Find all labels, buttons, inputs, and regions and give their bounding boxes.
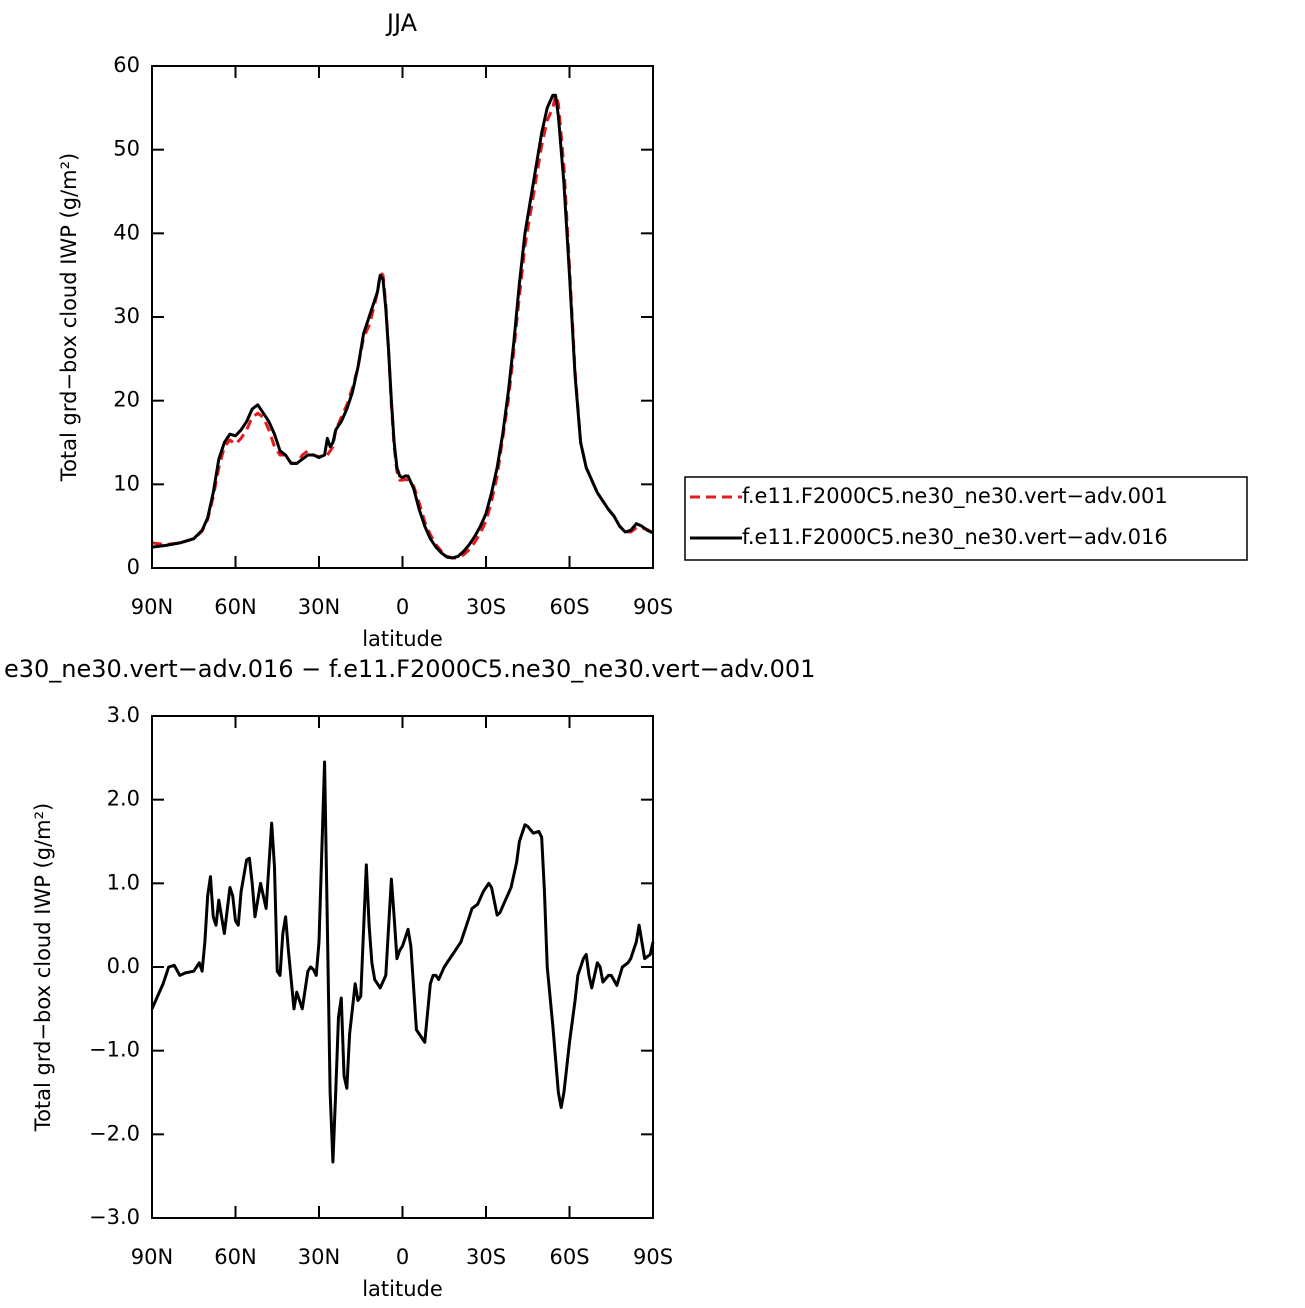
y-tick-label: 50 [113, 137, 140, 161]
x-tick-label: 30N [298, 1245, 340, 1269]
x-axis-label: latitude [362, 627, 443, 651]
y-tick-label: 2.0 [107, 787, 140, 811]
x-tick-label: 90S [633, 595, 673, 619]
data-line [151, 93, 654, 560]
chart-title: JJA [385, 9, 418, 37]
y-tick-label: 0 [127, 555, 140, 579]
x-tick-label: 60S [549, 595, 589, 619]
x-tick-label: 0 [396, 595, 409, 619]
y-tick-label: 20 [113, 388, 140, 412]
y-tick-label: 0.0 [107, 954, 140, 978]
legend-box [684, 476, 1248, 561]
y-tick-label: 30 [113, 304, 140, 328]
x-tick-label: 60S [549, 1245, 589, 1269]
y-tick-label: −1.0 [89, 1038, 140, 1062]
x-tick-label: 30S [466, 1245, 506, 1269]
chart-title: e30_ne30.vert−adv.016 − f.e11.F2000C5.ne… [4, 655, 815, 683]
x-tick-label: 30N [298, 595, 340, 619]
y-tick-label: −3.0 [89, 1205, 140, 1229]
x-tick-label: 90N [131, 595, 173, 619]
data-line [150, 760, 655, 1164]
x-tick-label: 0 [396, 1245, 409, 1269]
legend-label: f.e11.F2000C5.ne30_ne30.vert−adv.016 [742, 525, 1168, 550]
y-tick-label: 10 [113, 471, 140, 495]
data-line [151, 93, 654, 560]
y-tick-label: 40 [113, 220, 140, 244]
y-tick-label: −2.0 [89, 1121, 140, 1145]
x-axis-label: latitude [362, 1277, 443, 1301]
x-tick-label: 60N [214, 595, 256, 619]
plot-frame [151, 715, 654, 1219]
x-tick-label: 60N [214, 1245, 256, 1269]
x-tick-label: 90S [633, 1245, 673, 1269]
y-axis-label: Total grd−box cloud IWP (g/m²) [31, 803, 55, 1132]
plot-frame [151, 65, 654, 569]
y-tick-label: 3.0 [107, 703, 140, 727]
legend-label: f.e11.F2000C5.ne30_ne30.vert−adv.001 [742, 484, 1168, 509]
y-axis-label: Total grd−box cloud IWP (g/m²) [57, 153, 81, 482]
x-tick-label: 30S [466, 595, 506, 619]
y-tick-label: 1.0 [107, 870, 140, 894]
x-tick-label: 90N [131, 1245, 173, 1269]
y-tick-label: 60 [113, 53, 140, 77]
